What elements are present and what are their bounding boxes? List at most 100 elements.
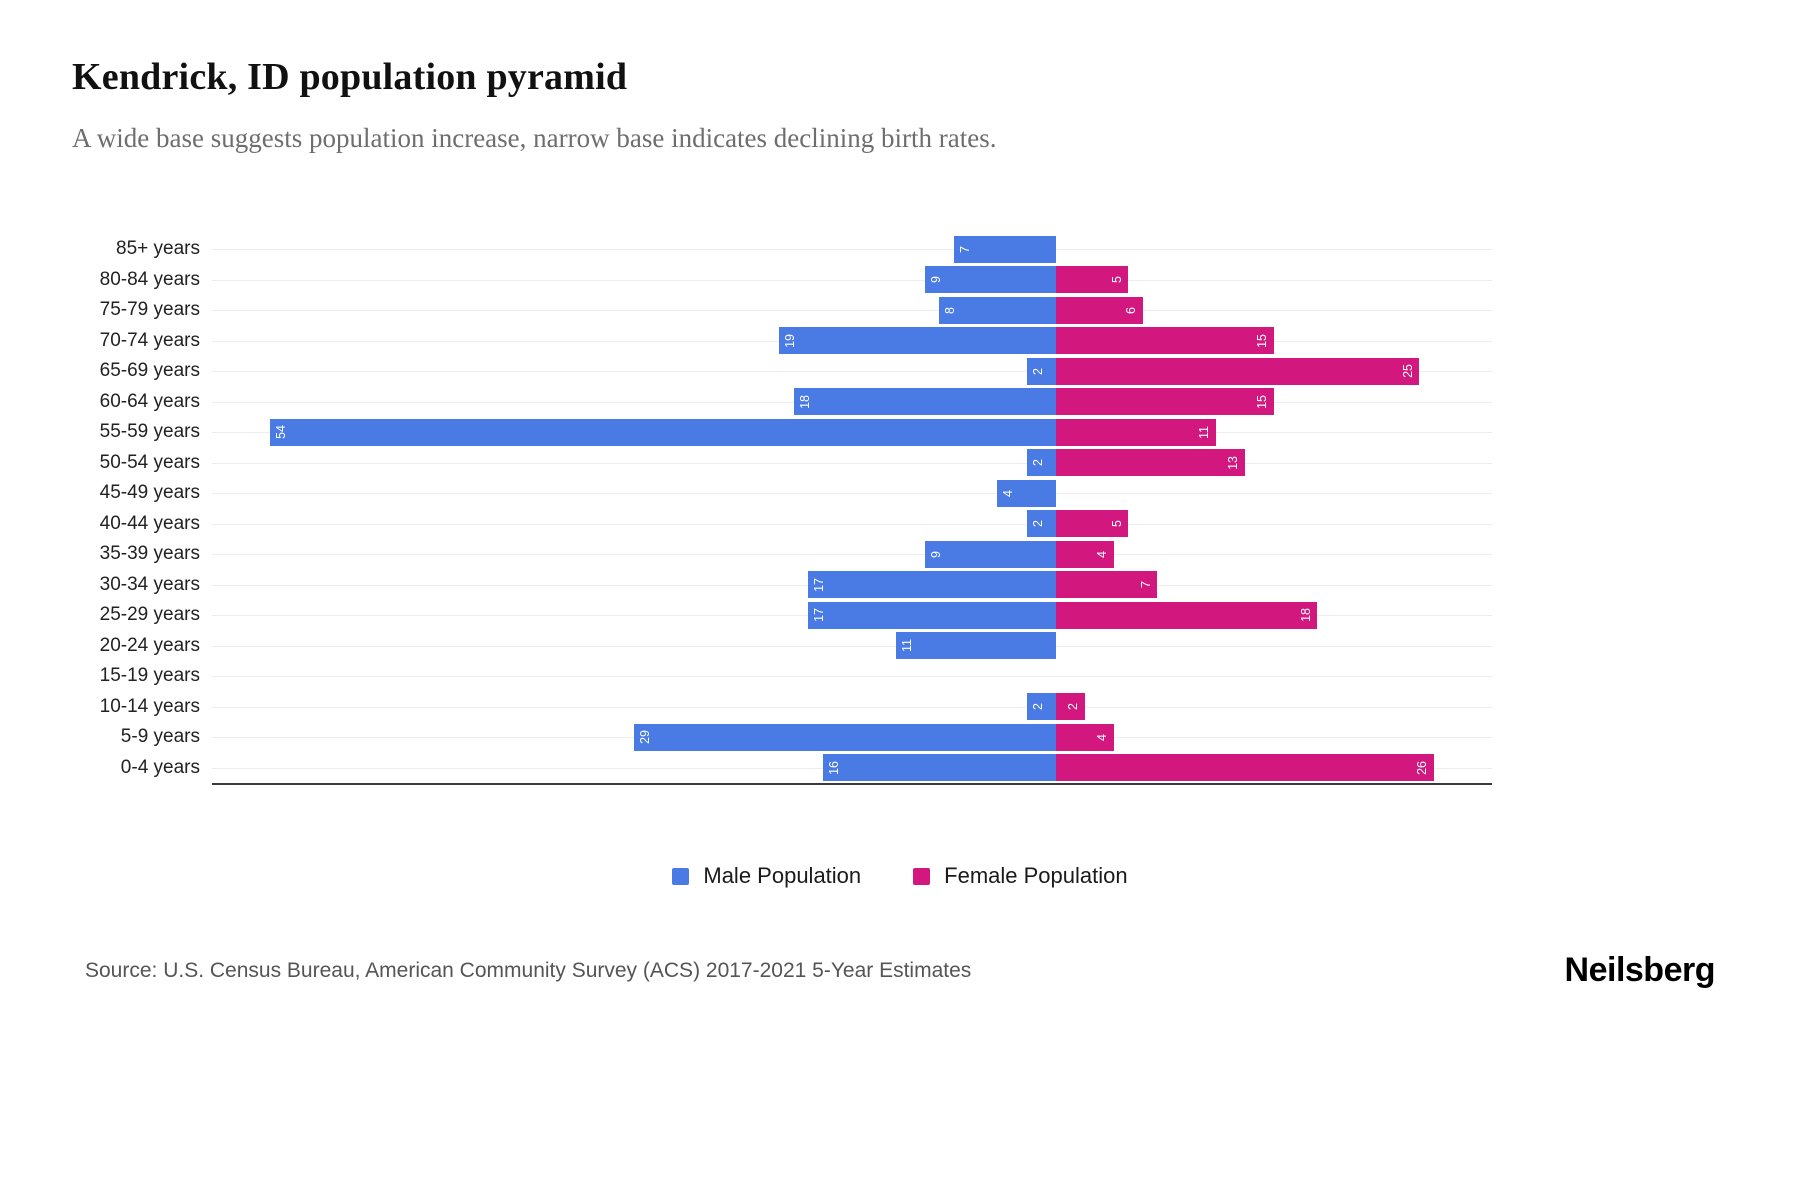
male-bar-value: 11 [899, 639, 914, 653]
pyramid-row: 75-79 years 8 6 [72, 295, 1492, 326]
female-bar[interactable]: 26 [1055, 754, 1434, 782]
pyramid-row: 45-49 years 4 [72, 478, 1492, 509]
male-bar-value: 19 [783, 333, 798, 348]
female-zone: 4 [1055, 539, 1492, 570]
male-bar-value: 54 [274, 425, 289, 440]
female-bar[interactable]: 6 [1055, 296, 1143, 324]
female-bar[interactable]: 11 [1055, 418, 1216, 446]
female-bar-value: 11 [1197, 425, 1212, 439]
female-bar[interactable]: 18 [1055, 601, 1318, 629]
male-bar[interactable]: 11 [895, 632, 1056, 660]
male-bar[interactable]: 17 [808, 571, 1056, 599]
female-zone [1056, 661, 1492, 692]
female-bar[interactable]: 25 [1055, 357, 1420, 385]
male-bar[interactable]: 18 [793, 388, 1056, 416]
male-zone [212, 661, 1056, 692]
male-bar[interactable]: 4 [997, 479, 1056, 507]
row-plot-area: 18 15 [212, 387, 1492, 418]
male-zone: 11 [212, 631, 1056, 662]
population-pyramid-chart: 85+ years 7 80-84 years 9 5 75-79 years 8 6 70-7… [72, 234, 1492, 785]
male-bar[interactable]: 19 [779, 327, 1056, 355]
male-bar[interactable]: 2 [1026, 510, 1056, 538]
male-bar[interactable]: 16 [822, 754, 1056, 782]
age-group-label: 0-4 years [120, 756, 200, 778]
pyramid-row: 10-14 years 2 2 [72, 692, 1492, 723]
female-bar[interactable]: 13 [1055, 449, 1245, 477]
male-bar-value: 2 [1030, 367, 1045, 375]
male-bar[interactable]: 8 [939, 296, 1056, 324]
female-legend-swatch [913, 867, 931, 885]
female-bar-value: 5 [1109, 520, 1124, 528]
pyramid-row: 40-44 years 2 5 [72, 509, 1492, 540]
female-bar[interactable]: 2 [1055, 693, 1085, 721]
pyramid-row: 65-69 years 2 25 [72, 356, 1492, 387]
female-bar[interactable]: 5 [1055, 510, 1129, 538]
male-bar[interactable]: 2 [1026, 693, 1056, 721]
male-bar[interactable]: 17 [808, 601, 1056, 629]
male-zone: 29 [212, 722, 1056, 753]
pyramid-row: 0-4 years 16 26 [72, 753, 1492, 784]
male-bar-value: 16 [826, 760, 841, 775]
female-bar[interactable]: 7 [1055, 571, 1158, 599]
male-bar[interactable]: 2 [1026, 357, 1056, 385]
pyramid-row: 50-54 years 2 13 [72, 448, 1492, 479]
female-bar-value: 26 [1415, 760, 1430, 775]
age-group-label: 45-49 years [99, 482, 200, 504]
age-group-label: 60-64 years [99, 390, 200, 412]
female-bar-value: 4 [1095, 733, 1110, 741]
female-bar-value: 25 [1400, 364, 1415, 379]
age-group-label: 50-54 years [99, 451, 200, 473]
female-bar-value: 2 [1066, 703, 1081, 711]
female-zone: 4 [1055, 722, 1492, 753]
male-bar[interactable]: 2 [1026, 449, 1056, 477]
male-bar-value: 4 [1001, 489, 1016, 497]
pyramid-row: 5-9 years 29 4 [72, 722, 1492, 753]
age-group-label: 55-59 years [99, 421, 200, 443]
female-bar-value: 15 [1255, 394, 1270, 409]
legend-item-female[interactable]: Female Population [913, 863, 1128, 889]
neilsberg-logo: Neilsberg [1564, 951, 1716, 989]
pyramid-row: 55-59 years 54 11 [72, 417, 1492, 448]
male-bar-value: 2 [1030, 459, 1045, 467]
male-zone: 2 [212, 692, 1056, 723]
male-bar-value: 17 [812, 608, 827, 623]
male-zone: 18 [212, 387, 1056, 418]
female-zone [1056, 478, 1492, 509]
female-bar[interactable]: 5 [1055, 266, 1129, 294]
female-bar[interactable]: 15 [1055, 388, 1274, 416]
age-group-label: 10-14 years [99, 695, 200, 717]
age-group-label: 25-29 years [99, 604, 200, 626]
male-zone: 4 [212, 478, 1056, 509]
male-bar[interactable]: 9 [924, 266, 1056, 294]
row-plot-area: 2 25 [212, 356, 1492, 387]
legend-item-male[interactable]: Male Population [672, 863, 861, 889]
female-zone: 7 [1055, 570, 1492, 601]
male-zone: 19 [212, 326, 1056, 357]
male-bar-value: 7 [957, 245, 972, 253]
female-zone: 5 [1055, 265, 1492, 296]
female-bar[interactable]: 4 [1055, 723, 1114, 751]
male-zone: 7 [212, 234, 1056, 265]
male-legend-label: Male Population [703, 863, 862, 888]
age-group-label: 30-34 years [99, 573, 200, 595]
male-bar-value: 18 [797, 394, 812, 409]
male-bar[interactable]: 29 [633, 723, 1056, 751]
male-bar[interactable]: 54 [270, 418, 1056, 446]
female-zone: 13 [1055, 448, 1492, 479]
row-plot-area: 2 13 [212, 448, 1492, 479]
male-bar[interactable]: 7 [953, 235, 1056, 263]
female-zone [1056, 631, 1492, 662]
age-group-label: 5-9 years [120, 726, 200, 748]
female-bar[interactable]: 4 [1055, 540, 1114, 568]
male-zone: 17 [212, 600, 1056, 631]
row-plot-area: 17 18 [212, 600, 1492, 631]
pyramid-row: 20-24 years 11 [72, 631, 1492, 662]
female-bar[interactable]: 15 [1055, 327, 1274, 355]
source-attribution: Source: U.S. Census Bureau, American Com… [85, 958, 972, 982]
pyramid-row: 35-39 years 9 4 [72, 539, 1492, 570]
male-bar-value: 2 [1030, 703, 1045, 711]
pyramid-row: 70-74 years 19 15 [72, 326, 1492, 357]
male-bar[interactable]: 9 [924, 540, 1056, 568]
